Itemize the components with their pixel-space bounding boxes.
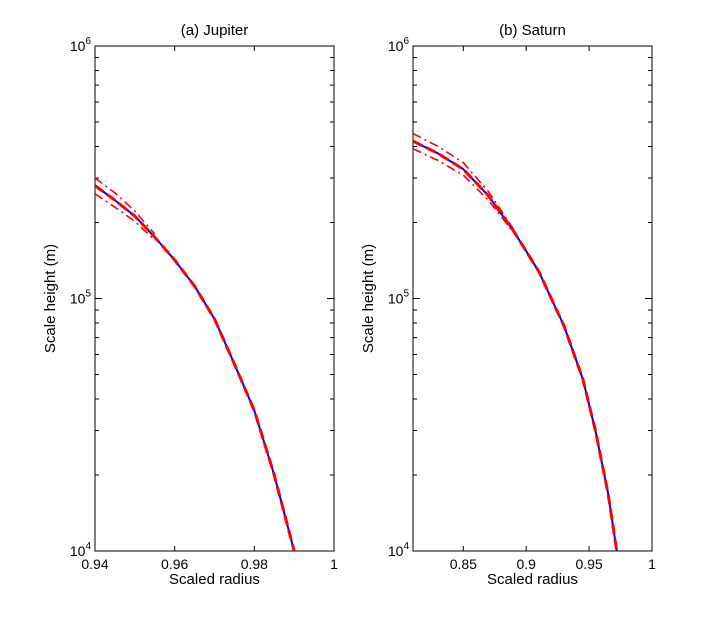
series-line-3 [413,132,515,230]
series-line-4 [95,193,156,241]
y-tick-base: 10 [388,543,404,559]
x-tick-label: 0.94 [81,556,108,572]
y-tick-exponent: 5 [85,289,91,300]
y-tick-exponent: 6 [85,36,91,47]
y-tick-label: 105 [70,289,92,307]
series-line-2 [95,184,296,551]
y-tick-base: 10 [388,291,404,307]
x-axis-label: Scaled radius [487,571,578,588]
x-tick-label: 1 [648,556,656,572]
y-tick-base: 10 [70,543,86,559]
y-tick-label: 104 [388,541,410,559]
y-tick-base: 10 [70,291,86,307]
series-line-2 [413,139,619,551]
y-tick-exponent: 4 [85,541,91,552]
y-tick-base: 10 [70,38,86,54]
x-tick-label: 0.95 [575,556,602,572]
chart-title: (b) Saturn [499,22,566,39]
series-group [95,177,296,551]
x-axis-label: Scaled radius [169,571,260,588]
y-tick-exponent: 5 [403,289,409,300]
y-tick-label: 105 [388,289,410,307]
series-line-3 [95,177,156,235]
y-tick-label: 104 [70,541,92,559]
x-tick-label: 0.9 [516,556,536,572]
y-tick-exponent: 6 [403,36,409,47]
y-axis-label: Scale height (m) [42,244,59,353]
chart-title: (a) Jupiter [181,22,249,39]
x-tick-label: 0.85 [450,556,477,572]
y-axis-label: Scale height (m) [360,244,377,353]
series-group [413,132,619,551]
y-tick-exponent: 4 [403,541,409,552]
y-tick-base: 10 [388,38,404,54]
y-tick-label: 106 [70,36,92,54]
x-tick-label: 0.96 [161,556,188,572]
y-tick-label: 106 [388,36,410,54]
x-tick-label: 0.98 [241,556,268,572]
x-tick-label: 1 [330,556,338,572]
